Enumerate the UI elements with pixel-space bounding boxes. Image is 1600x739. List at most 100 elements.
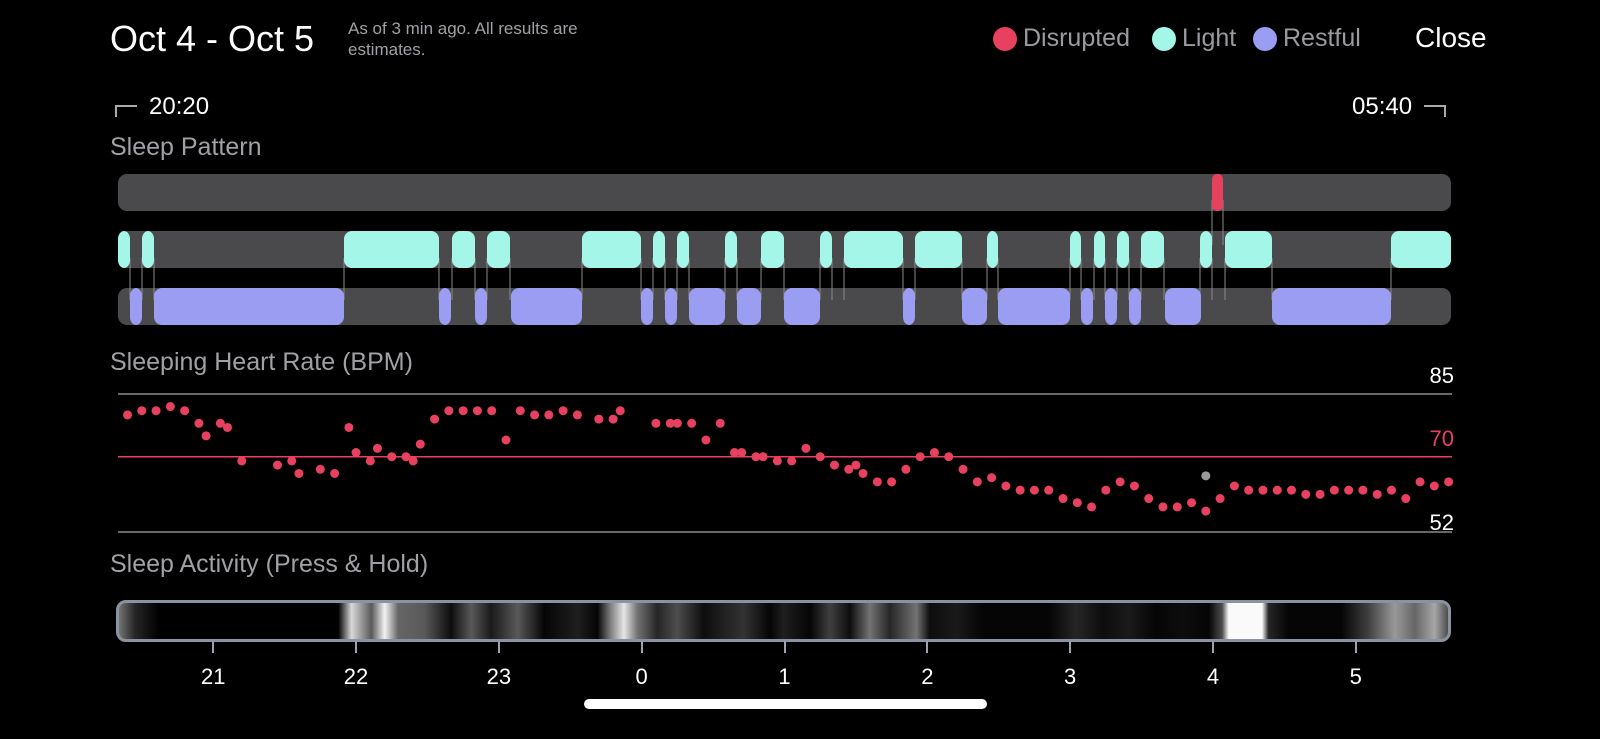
- restful-segment: [154, 288, 344, 325]
- hr-point: [987, 473, 997, 483]
- hr-point: [1372, 489, 1382, 499]
- sleep-activity-label: Sleep Activity (Press & Hold): [110, 550, 429, 578]
- hr-point: [430, 414, 440, 424]
- hr-point: [1315, 489, 1325, 499]
- hr-point: [1272, 485, 1282, 495]
- light-segment: [653, 231, 665, 268]
- x-tick-mark: [1354, 641, 1357, 653]
- hr-point: [801, 443, 811, 453]
- disrupted-segment: [1212, 174, 1223, 211]
- sleep-activity-scrubber[interactable]: [116, 600, 1451, 642]
- hr-point: [858, 468, 868, 478]
- page-title: Oct 4 - Oct 5: [110, 18, 315, 59]
- hr-point: [1401, 494, 1411, 504]
- hr-point: [1301, 489, 1311, 499]
- x-tick-mark: [1211, 641, 1214, 653]
- light-segment: [582, 231, 641, 268]
- hr-point: [1144, 494, 1154, 504]
- light-segment: [1117, 231, 1129, 268]
- light-segment: [761, 231, 784, 268]
- x-tick-mark: [783, 641, 786, 653]
- hr-point: [844, 464, 854, 474]
- restful-segment: [1105, 288, 1117, 325]
- hr-point: [787, 456, 797, 466]
- hr-point: [1258, 485, 1268, 495]
- hr-point: [544, 410, 554, 420]
- restful-segment: [641, 288, 653, 325]
- light-segment: [487, 231, 510, 268]
- heart-rate-label: Sleeping Heart Rate (BPM): [110, 348, 413, 376]
- restful-segment: [737, 288, 761, 325]
- start-time: 20:20: [149, 93, 210, 120]
- hr-point: [594, 414, 604, 424]
- hr-point: [758, 452, 768, 462]
- x-tick-label: 22: [343, 664, 369, 689]
- hr-min-label: 52: [1430, 510, 1454, 535]
- close-button[interactable]: Close: [1415, 22, 1487, 53]
- hr-point: [730, 448, 740, 458]
- hr-point: [1101, 485, 1111, 495]
- hr-max-label: 85: [1430, 363, 1454, 388]
- hr-point: [351, 448, 361, 458]
- hr-point: [1044, 485, 1054, 495]
- hr-point: [1358, 485, 1368, 495]
- range-end: 05:40: [1352, 93, 1447, 121]
- light-segment: [1094, 231, 1105, 268]
- hr-point: [487, 406, 497, 416]
- hr-point: [1444, 477, 1454, 487]
- hr-point: [829, 460, 839, 470]
- hr-point: [772, 456, 782, 466]
- light-segment: [1141, 231, 1164, 268]
- restful-segment: [962, 288, 987, 325]
- hr-point: [401, 452, 411, 462]
- legend-label: Light: [1182, 24, 1237, 52]
- hr-point: [215, 418, 225, 428]
- restful-segment: [665, 288, 677, 325]
- light-segment: [1200, 231, 1212, 268]
- light-segment: [452, 231, 475, 268]
- light-segment: [844, 231, 903, 268]
- hr-point: [615, 406, 625, 416]
- hr-point: [472, 406, 482, 416]
- restful-segment: [1129, 288, 1141, 325]
- hr-point: [272, 460, 282, 470]
- hr-point: [572, 410, 582, 420]
- x-tick-mark: [212, 641, 215, 653]
- legend-restful: Restful: [1253, 24, 1361, 53]
- light-segment: [142, 231, 154, 268]
- home-indicator[interactable]: [584, 699, 987, 709]
- hr-point: [872, 477, 882, 487]
- hr-point: [915, 452, 925, 462]
- light-segment: [1391, 231, 1451, 268]
- bracket-right-icon: [1424, 105, 1447, 117]
- x-tick-label: 1: [778, 664, 791, 689]
- hr-point: [929, 448, 939, 458]
- hr-point: [1158, 502, 1168, 512]
- hr-point: [851, 460, 861, 470]
- hr-point: [1386, 485, 1396, 495]
- pattern-track-0: [118, 174, 1451, 211]
- light-segment: [987, 231, 998, 268]
- hr-point: [315, 464, 325, 474]
- hr-point: [1415, 477, 1425, 487]
- restful-segment: [784, 288, 820, 325]
- hr-point: [751, 452, 761, 462]
- hr-point: [1287, 485, 1297, 495]
- hr-point: [715, 418, 725, 428]
- hr-point: [194, 418, 204, 428]
- restful-segment: [1081, 288, 1093, 325]
- hr-point: [608, 414, 618, 424]
- hr-point: [887, 477, 897, 487]
- light-segment: [344, 231, 439, 268]
- hr-point: [1229, 481, 1239, 491]
- hr-point: [1001, 481, 1011, 491]
- hr-point: [1215, 494, 1225, 504]
- sleep-pattern-label: Sleep Pattern: [110, 133, 262, 161]
- x-tick-mark: [1069, 641, 1072, 653]
- hr-avg-label: 70: [1430, 426, 1454, 451]
- hr-point: [180, 406, 190, 416]
- hr-point: [737, 448, 747, 458]
- hr-point: [372, 443, 382, 453]
